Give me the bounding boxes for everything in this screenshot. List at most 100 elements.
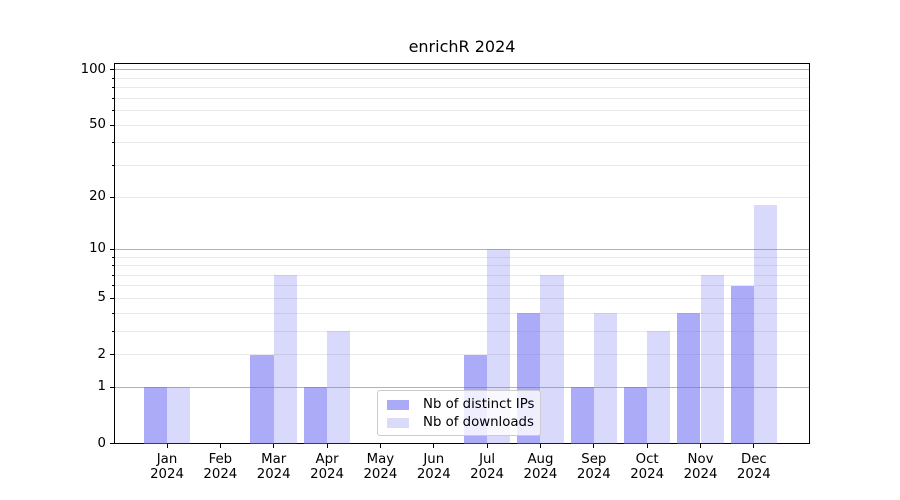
bar-downloads-apr	[327, 331, 351, 444]
x-tick-year: 2024	[630, 467, 665, 482]
y-tick-label: 2	[97, 346, 106, 362]
y-gridline-minor	[114, 87, 810, 89]
x-tick-month: Nov	[687, 451, 714, 467]
y-gridline-minor	[114, 142, 810, 144]
y-gridline-minor	[114, 285, 810, 287]
x-tick-year: 2024	[523, 467, 558, 482]
x-tick-year: 2024	[203, 467, 238, 482]
y-gridline-minor	[114, 256, 810, 258]
x-tick-label-jul: Jul 2024	[455, 452, 519, 483]
x-tick-month: Apr	[315, 451, 339, 467]
x-tick-mark	[273, 443, 275, 448]
y-gridline-minor	[114, 196, 810, 198]
x-tick-label-feb: Feb 2024	[188, 452, 252, 483]
legend-item-distinct-ips: Nb of distinct IPs	[387, 398, 534, 412]
x-tick-mark	[646, 443, 648, 448]
bar-downloads-nov	[700, 275, 724, 444]
x-tick-year: 2024	[736, 467, 771, 482]
y-tick-label: 10	[89, 241, 106, 257]
legend-swatch-downloads	[387, 418, 409, 428]
bar-downloads-mar	[273, 275, 297, 444]
x-tick-label-oct: Oct 2024	[615, 452, 679, 483]
bar-distinct-ips-dec	[730, 285, 754, 444]
y-minor-tick-mark	[111, 265, 114, 267]
bar-distinct-ips-oct	[623, 387, 648, 444]
bar-downloads-dec	[753, 205, 778, 444]
y-minor-tick-mark	[111, 110, 114, 112]
x-tick-month: Oct	[635, 451, 659, 467]
y-minor-tick-mark	[111, 165, 114, 166]
legend-swatch-distinct-ips	[387, 400, 409, 410]
x-tick-year: 2024	[310, 467, 344, 482]
y-minor-tick-mark	[111, 312, 114, 314]
y-tick-label: 50	[89, 117, 106, 133]
y-minor-tick-mark	[111, 330, 114, 332]
y-minor-tick-mark	[111, 256, 114, 258]
y-minor-tick-mark	[111, 87, 114, 89]
x-tick-month: Jul	[479, 451, 496, 467]
y-gridline-major	[114, 386, 810, 388]
x-tick-label-jan: Jan 2024	[135, 452, 199, 483]
legend: Nb of distinct IPs Nb of downloads	[377, 390, 541, 436]
y-gridline-minor	[114, 77, 810, 79]
x-axis-spine	[114, 442, 810, 444]
bar-downloads-jan	[167, 387, 191, 444]
plot-area	[114, 62, 810, 444]
bar-distinct-ips-nov	[677, 313, 701, 444]
y-tick-label: 20	[89, 189, 106, 205]
y-tick-label: 100	[80, 61, 106, 77]
y-tick-label: 5	[97, 290, 106, 306]
x-tick-label-apr: Apr 2024	[295, 452, 359, 483]
x-tick-month: Feb	[208, 451, 233, 467]
y-minor-tick-mark	[111, 77, 114, 79]
y-tick-mark	[110, 69, 114, 71]
y-gridline-minor	[114, 354, 810, 356]
bar-downloads-oct	[647, 331, 671, 444]
bar-downloads-sep	[593, 313, 618, 444]
bar-distinct-ips-apr	[303, 387, 328, 444]
x-tick-mark	[219, 443, 221, 448]
y-gridline-minor	[114, 312, 810, 314]
chart-title: enrichR 2024	[408, 37, 516, 56]
x-tick-month: Sep	[581, 451, 607, 467]
y-gridline-major	[114, 69, 810, 71]
x-tick-label-aug: Aug 2024	[508, 452, 572, 483]
y-axis-spine	[114, 62, 115, 444]
x-tick-label-nov: Nov 2024	[669, 452, 733, 483]
right-spine	[809, 62, 810, 444]
bar-downloads-aug	[540, 275, 564, 444]
y-gridline-minor	[114, 265, 810, 267]
y-gridline-minor	[114, 97, 810, 99]
legend-label-downloads: Nb of downloads	[423, 415, 534, 430]
x-tick-month: Dec	[740, 451, 767, 467]
x-tick-mark	[593, 443, 595, 448]
y-minor-tick-mark	[111, 354, 114, 356]
x-tick-mark	[326, 443, 328, 448]
bar-distinct-ips-sep	[570, 387, 594, 444]
legend-label-distinct-ips: Nb of distinct IPs	[423, 397, 535, 412]
y-gridline-minor	[114, 297, 810, 299]
x-tick-mark	[486, 443, 488, 448]
y-gridline-major	[114, 248, 810, 250]
y-minor-tick-mark	[111, 297, 114, 299]
y-minor-tick-mark	[111, 274, 114, 276]
y-minor-tick-mark	[111, 124, 114, 126]
x-tick-label-dec: Dec 2024	[722, 452, 786, 483]
x-tick-mark	[379, 443, 381, 448]
x-tick-label-mar: Mar 2024	[242, 452, 306, 483]
y-tick-label: 0	[97, 435, 106, 451]
legend-item-downloads: Nb of downloads	[387, 416, 534, 430]
y-tick-label: 1	[97, 379, 106, 395]
y-tick-mark	[110, 386, 114, 388]
x-tick-mark	[539, 443, 541, 448]
y-gridline-minor	[114, 274, 810, 276]
x-tick-mark	[166, 443, 168, 448]
top-spine	[114, 62, 810, 64]
bar-distinct-ips-jan	[143, 387, 167, 444]
y-minor-tick-mark	[111, 196, 114, 198]
x-tick-label-may: May 2024	[348, 452, 412, 483]
y-minor-tick-mark	[111, 97, 114, 99]
x-tick-month: Jun	[423, 451, 445, 467]
y-minor-tick-mark	[111, 142, 114, 144]
